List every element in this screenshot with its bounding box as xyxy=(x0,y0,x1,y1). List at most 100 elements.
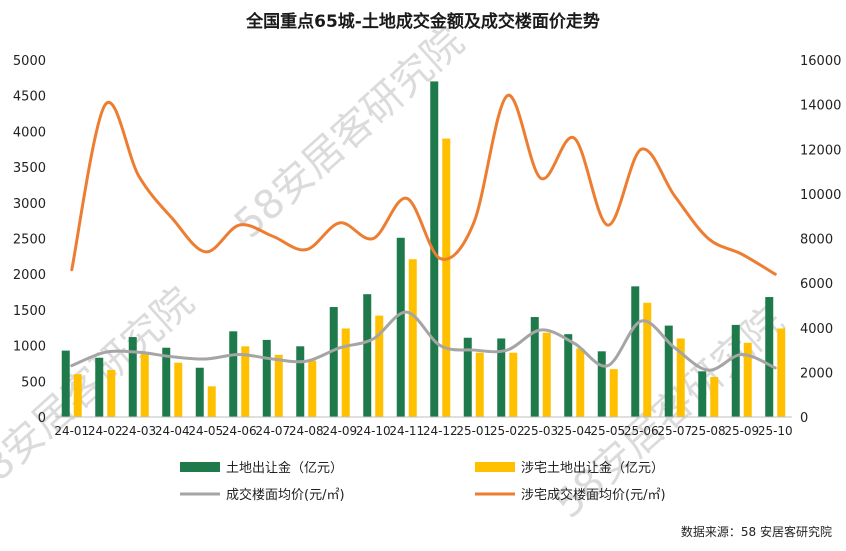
right-axis-tick: 8000 xyxy=(800,233,833,248)
bar xyxy=(396,237,405,417)
bar xyxy=(375,315,384,417)
left-axis-tick: 500 xyxy=(21,375,46,390)
bar xyxy=(329,307,338,417)
bar xyxy=(95,357,104,417)
x-axis-tick: 24-03 xyxy=(121,424,156,438)
left-axis-tick: 1000 xyxy=(13,340,46,355)
legend-label: 涉宅成交楼面均价(元/㎡) xyxy=(521,487,666,503)
x-axis-tick: 25-02 xyxy=(490,424,525,438)
bar xyxy=(643,302,652,417)
x-axis-tick: 24-02 xyxy=(88,424,123,438)
x-axis-tick: 25-10 xyxy=(758,424,793,438)
bar xyxy=(73,374,82,417)
bar xyxy=(430,81,439,418)
x-axis-tick: 24-12 xyxy=(423,424,458,438)
bar xyxy=(542,332,551,417)
right-axis-tick: 2000 xyxy=(800,366,833,381)
bar xyxy=(408,259,417,417)
x-axis-tick: 25-09 xyxy=(724,424,759,438)
bar xyxy=(262,339,271,417)
bar xyxy=(743,342,752,417)
source-note: 数据来源：58 安居客研究院 xyxy=(681,524,832,539)
bar xyxy=(631,286,640,417)
bar xyxy=(664,325,673,417)
x-axis-tick: 24-07 xyxy=(255,424,290,438)
watermark-layer: 58安居客研究院58安居客研究院58安居客研究院 xyxy=(0,19,793,528)
x-axis-tick: 25-05 xyxy=(590,424,625,438)
x-axis-tick: 25-07 xyxy=(657,424,692,438)
left-axis-tick: 4500 xyxy=(13,90,46,105)
right-axis: 0 2000 4000 6000 8000 10000 12000 14000 16000 xyxy=(800,54,841,426)
bar xyxy=(207,386,216,417)
bar xyxy=(195,367,204,417)
legend-swatch xyxy=(475,462,515,472)
right-axis-tick: 4000 xyxy=(800,322,833,337)
left-axis: 0 500 1000 1500 2000 2500 3000 3500 4000 4500 5000 xyxy=(13,54,46,426)
x-axis-tick: 24-06 xyxy=(222,424,257,438)
bar xyxy=(463,337,472,417)
x-axis-tick: 24-01 xyxy=(54,424,89,438)
bar xyxy=(564,334,573,417)
bar xyxy=(296,346,305,417)
left-axis-tick: 1500 xyxy=(13,304,46,319)
right-axis-tick: 0 xyxy=(800,411,808,426)
right-axis-tick: 6000 xyxy=(800,277,833,292)
bar xyxy=(128,337,137,417)
bar xyxy=(576,348,585,417)
right-axis-tick: 16000 xyxy=(800,54,841,69)
bar xyxy=(162,347,171,417)
x-axis: 24-0124-0224-0324-0424-0524-0624-0724-08… xyxy=(54,424,792,438)
bar xyxy=(597,351,606,417)
bar xyxy=(509,352,518,417)
series-line xyxy=(70,94,777,276)
left-axis-tick: 2000 xyxy=(13,268,46,283)
x-axis-tick: 24-09 xyxy=(322,424,357,438)
bar xyxy=(174,362,183,417)
bar xyxy=(765,297,774,417)
bar xyxy=(731,324,740,417)
series-line xyxy=(70,310,777,372)
bar xyxy=(341,328,350,417)
x-axis-tick: 25-08 xyxy=(691,424,726,438)
bar xyxy=(777,328,786,417)
x-axis-tick: 25-06 xyxy=(624,424,659,438)
right-axis-tick: 10000 xyxy=(800,188,841,203)
left-axis-tick: 5000 xyxy=(13,54,46,69)
legend-label: 涉宅土地出让金（亿元） xyxy=(521,460,664,476)
x-axis-tick: 25-04 xyxy=(557,424,592,438)
right-axis-tick: 12000 xyxy=(800,143,841,158)
line-layer xyxy=(70,94,777,372)
left-axis-tick: 4000 xyxy=(13,125,46,140)
bar xyxy=(140,352,149,417)
bar xyxy=(363,294,372,417)
legend-label: 土地出让金（亿元） xyxy=(226,460,343,476)
bar xyxy=(274,354,283,417)
x-axis-tick: 25-01 xyxy=(456,424,491,438)
bar-layer xyxy=(61,81,786,418)
x-axis-tick: 24-05 xyxy=(188,424,223,438)
bar xyxy=(710,377,719,417)
x-axis-tick: 24-11 xyxy=(389,424,424,438)
left-axis-tick: 0 xyxy=(38,411,46,426)
left-axis-tick: 2500 xyxy=(13,233,46,248)
bar xyxy=(442,138,451,418)
bar xyxy=(698,371,707,417)
x-axis-tick: 25-03 xyxy=(523,424,558,438)
bar xyxy=(61,350,70,417)
x-axis-tick: 24-10 xyxy=(356,424,391,438)
bar xyxy=(308,360,317,417)
legend-swatch xyxy=(180,462,220,472)
legend-label: 成交楼面均价(元/㎡) xyxy=(226,487,345,503)
bar xyxy=(241,346,250,417)
right-axis-tick: 14000 xyxy=(800,99,841,114)
left-axis-tick: 3500 xyxy=(13,161,46,176)
x-axis-tick: 24-08 xyxy=(289,424,324,438)
bar xyxy=(229,331,238,417)
bar xyxy=(497,338,506,417)
bar xyxy=(107,369,116,417)
bar xyxy=(475,352,484,417)
x-axis-tick: 24-04 xyxy=(155,424,190,438)
bar xyxy=(676,338,685,417)
